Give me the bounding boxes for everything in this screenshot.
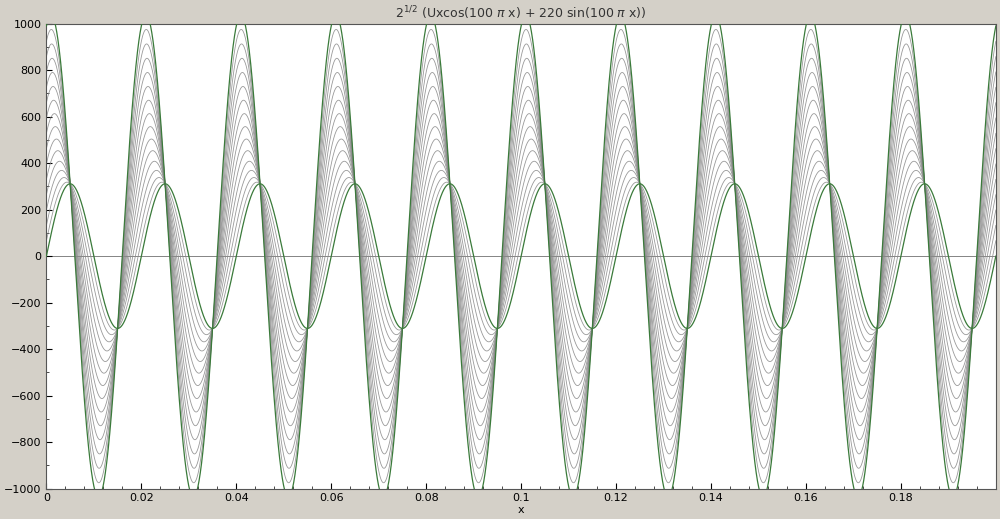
Title: $2^{1/2}$ (Uxcos(100 $\pi$ x) + 220 sin(100 $\pi$ x)): $2^{1/2}$ (Uxcos(100 $\pi$ x) + 220 sin(…: [395, 4, 647, 22]
X-axis label: x: x: [518, 505, 524, 515]
